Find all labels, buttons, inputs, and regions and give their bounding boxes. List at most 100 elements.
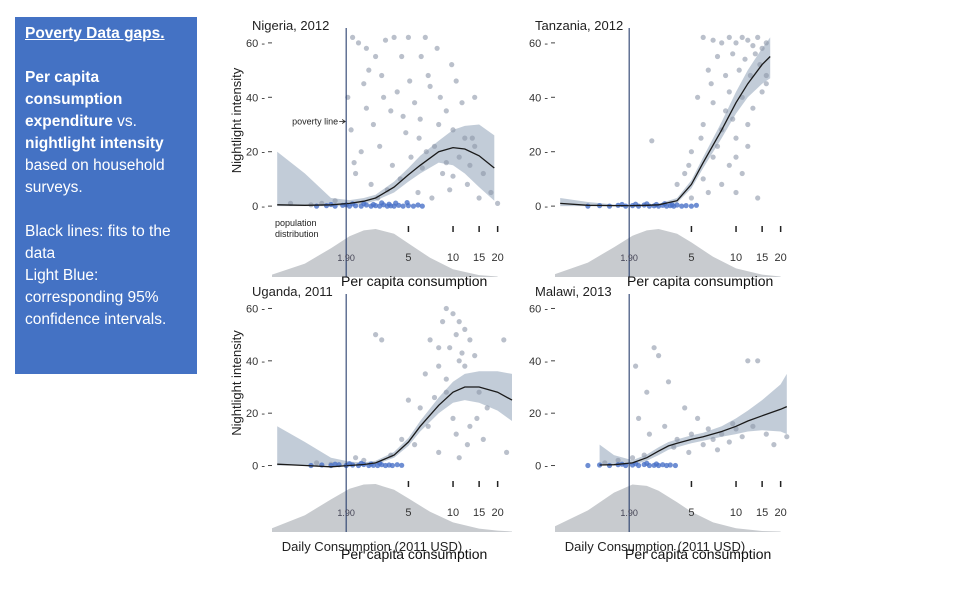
- y-tick-label: 0 -: [535, 461, 548, 473]
- y-tick-label: 0 -: [252, 461, 265, 473]
- x-tick-label: 5: [688, 252, 694, 264]
- data-point-blue: [585, 203, 591, 209]
- data-point: [705, 67, 711, 73]
- data-point: [459, 350, 465, 356]
- data-point: [450, 311, 456, 317]
- data-point: [440, 319, 446, 325]
- data-point-blue: [672, 462, 679, 469]
- data-point: [437, 94, 443, 100]
- data-point: [488, 189, 494, 196]
- data-point: [723, 108, 729, 114]
- y-tick-label: 40 -: [529, 356, 548, 368]
- chart-title: Tanzania, 2012: [535, 18, 623, 33]
- data-point: [730, 116, 736, 122]
- x-tick-label: 10: [730, 507, 742, 519]
- x-tick-label: 20: [492, 252, 504, 264]
- data-point: [755, 34, 761, 41]
- data-point: [700, 121, 706, 128]
- y-tick-label: 40 -: [246, 92, 265, 104]
- data-point-blue: [693, 202, 700, 208]
- data-point: [730, 51, 736, 57]
- fit-line: [599, 406, 788, 466]
- density-annotation: distribution: [275, 229, 319, 239]
- bottom-label-top-right: Per capita consumption: [627, 273, 774, 289]
- x-tick-label: 20: [492, 507, 504, 519]
- data-point-blue: [323, 203, 330, 209]
- data-point: [384, 187, 390, 193]
- confidence-band: [560, 37, 771, 207]
- y-axis-label: Nightlight intensity: [229, 67, 244, 173]
- data-point: [480, 436, 486, 442]
- data-point: [719, 181, 725, 187]
- data-point: [755, 195, 761, 201]
- chart-panel-3: Uganda, 2011 0 - 20 - 40 - 60 - Nightlight in…: [229, 284, 513, 554]
- data-point: [733, 189, 739, 196]
- data-point-blue: [667, 462, 673, 468]
- data-point: [429, 195, 435, 201]
- data-point: [688, 431, 695, 437]
- data-point: [373, 53, 379, 60]
- chart-panel-2: Tanzania, 2012 0 - 20 - 40 - 60 - 1.90 5 10 15 20: [529, 18, 787, 277]
- data-point: [688, 195, 695, 201]
- y-tick-label: 20 -: [246, 147, 265, 159]
- data-point: [348, 127, 354, 133]
- x-tick-label: 1.90: [620, 508, 638, 518]
- data-point: [389, 162, 395, 168]
- data-point-blue: [410, 203, 416, 209]
- data-point: [726, 439, 732, 445]
- data-point: [705, 426, 711, 432]
- data-point: [456, 154, 462, 160]
- data-point: [353, 170, 359, 177]
- data-point: [449, 62, 455, 68]
- data-point: [467, 423, 473, 429]
- data-point: [443, 305, 449, 312]
- data-point: [370, 121, 376, 128]
- y-tick-label: 0 -: [252, 201, 265, 213]
- x-tick-label: 5: [688, 507, 694, 519]
- population-density: [272, 229, 498, 277]
- data-point: [474, 415, 480, 421]
- data-point: [412, 442, 418, 448]
- data-point: [714, 143, 721, 149]
- data-point-blue: [679, 203, 685, 209]
- data-point-blue: [660, 462, 666, 468]
- data-point: [710, 37, 716, 43]
- data-point: [462, 135, 468, 141]
- data-point: [784, 434, 790, 440]
- data-point: [358, 149, 364, 155]
- x-tick-label: 5: [405, 507, 411, 519]
- data-point: [698, 135, 704, 141]
- data-point-blue: [386, 201, 392, 207]
- data-point: [436, 345, 442, 351]
- chart-panel-1: Nigeria, 2012 0 - 20 - 40 - 60 - Nightlight i…: [229, 18, 504, 277]
- data-point: [459, 100, 465, 106]
- data-point: [674, 436, 680, 442]
- data-point: [651, 345, 657, 351]
- data-point: [700, 442, 706, 448]
- data-point-blue: [370, 201, 376, 208]
- data-point: [671, 444, 677, 450]
- data-point: [747, 72, 754, 79]
- data-point-blue: [674, 202, 680, 208]
- y-tick-label: 20 -: [529, 408, 548, 420]
- data-point: [394, 89, 400, 95]
- data-point: [425, 72, 431, 79]
- data-point: [447, 345, 453, 351]
- data-point: [719, 431, 725, 437]
- data-point: [399, 53, 405, 60]
- data-point: [388, 108, 394, 114]
- data-point: [644, 389, 650, 395]
- data-point: [682, 405, 688, 411]
- data-point: [436, 363, 442, 369]
- data-point: [464, 181, 470, 187]
- data-point: [412, 100, 418, 106]
- data-point-blue: [404, 200, 410, 206]
- data-point: [450, 415, 456, 421]
- x-tick-label: 1.90: [620, 253, 638, 263]
- data-point: [366, 67, 372, 73]
- data-point: [476, 389, 482, 395]
- data-point: [469, 135, 475, 141]
- panel-bold-nightlight: nightlight intensity: [25, 135, 164, 152]
- fit-line: [560, 56, 771, 207]
- data-point: [730, 421, 736, 427]
